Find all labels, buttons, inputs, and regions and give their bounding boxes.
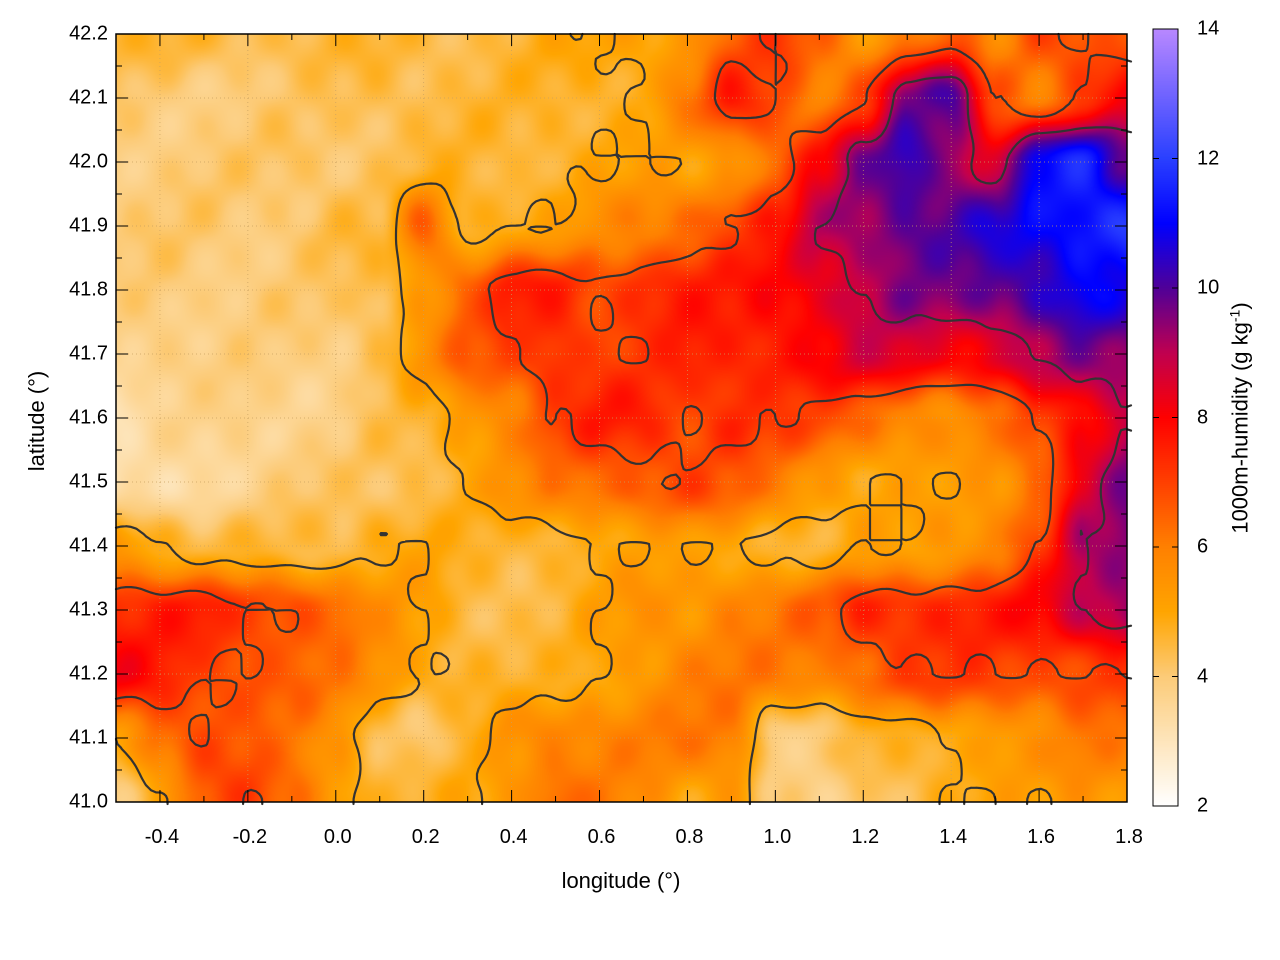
colorbar-label-sup: -1	[1226, 309, 1243, 323]
colorbar-label: 1000m-humidity (g kg-1)	[1226, 302, 1253, 533]
heatmap-plot-area	[114, 32, 1133, 806]
y-tick-label: 41.2	[69, 662, 108, 685]
colorbar-tick-label: 10	[1197, 276, 1220, 299]
colorbar-tick-label: 14	[1197, 17, 1220, 40]
y-tick-label: 41.8	[69, 278, 108, 301]
y-tick-label: 41.0	[69, 790, 108, 813]
y-tick-label: 41.6	[69, 406, 108, 429]
colorbar-tick-label: 2	[1197, 794, 1209, 817]
x-tick-label: -0.4	[144, 826, 180, 848]
colorbar-frame	[1152, 28, 1179, 807]
x-tick-label: 1.0	[763, 826, 792, 848]
contour-line-9	[813, 75, 1133, 630]
x-tick-label: 1.2	[851, 826, 880, 848]
y-tick-label: 41.7	[69, 342, 108, 365]
x-tick-label: 0.2	[411, 826, 440, 848]
colorbar-tick-label: 8	[1197, 406, 1209, 428]
x-tick-label: 0.8	[675, 826, 704, 848]
y-tick-label: 42.2	[69, 22, 108, 45]
x-axis-label: longitude (°)	[561, 868, 681, 893]
y-tick-label: 42.0	[69, 150, 108, 173]
y-tick-label: 41.3	[69, 598, 108, 621]
contour-line-7	[114, 32, 1133, 806]
x-tick-label: -0.2	[232, 826, 268, 848]
y-tick-label: 41.4	[69, 534, 108, 557]
y-tick-label: 41.1	[69, 726, 108, 749]
x-tick-label: 0.0	[323, 826, 352, 848]
contour-line-5	[114, 32, 1053, 806]
x-tick-label: 0.6	[587, 826, 616, 848]
y-tick-label: 42.1	[69, 86, 108, 109]
plot-overlay	[114, 32, 1133, 806]
y-axis-label: latitude (°)	[24, 370, 49, 472]
y-tick-label: 41.9	[69, 214, 108, 237]
colorbar-tick-label: 6	[1197, 535, 1209, 558]
x-tick-label: 1.8	[1115, 826, 1143, 848]
y-tick-label: 41.5	[69, 470, 108, 493]
colorbar-label-end: )	[1227, 302, 1253, 310]
colorbar-tick-label: 12	[1197, 147, 1220, 169]
x-tick-label: 1.4	[939, 826, 968, 848]
x-tick-label: 0.4	[499, 826, 528, 848]
colorbar-tick-label: 4	[1197, 665, 1209, 687]
colorbar-label-text: 1000m-humidity (g kg	[1227, 322, 1253, 534]
x-tick-label: 1.6	[1027, 826, 1055, 848]
plot-frame	[115, 33, 1128, 803]
